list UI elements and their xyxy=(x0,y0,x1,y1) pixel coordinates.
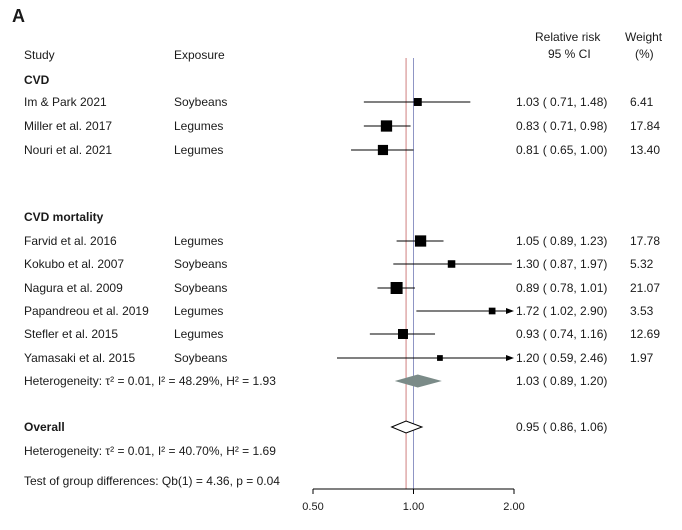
effect-label: 1.72 ( 1.02, 2.90) xyxy=(516,304,608,318)
weight-value: 5.32 xyxy=(630,257,654,271)
exposure: Legumes xyxy=(174,119,224,133)
study-square xyxy=(488,307,496,315)
group-label-cvd-mortality: CVD mortality xyxy=(24,210,104,224)
study-name: Farvid et al. 2016 xyxy=(24,234,117,248)
weight-value: 6.41 xyxy=(630,95,654,109)
study-square xyxy=(437,355,443,361)
study-square xyxy=(377,144,389,156)
study-square xyxy=(380,120,393,132)
exposure: Legumes xyxy=(174,234,224,248)
header-study: Study xyxy=(24,48,55,62)
subgroup-diamond xyxy=(394,374,442,388)
group-label-cvd: CVD xyxy=(24,73,50,87)
study-name: Stefler et al. 2015 xyxy=(24,327,119,341)
panel-label: A xyxy=(12,6,25,26)
study-square xyxy=(414,235,427,247)
study-name: Miller et al. 2017 xyxy=(24,119,113,133)
effect-label: 1.20 ( 0.59, 2.46) xyxy=(516,351,608,365)
ci-arrow xyxy=(506,308,514,314)
heterogeneity-cvd-mortality: Heterogeneity: τ² = 0.01, I² = 48.29%, H… xyxy=(24,374,276,388)
header-weight: Weight xyxy=(625,30,663,44)
study-square xyxy=(397,329,408,339)
exposure: Soybeans xyxy=(174,257,228,271)
study-square xyxy=(390,282,403,294)
study-name: Kokubo et al. 2007 xyxy=(24,257,125,271)
study-name: Nagura et al. 2009 xyxy=(24,281,123,295)
effect-label: 0.93 ( 0.74, 1.16) xyxy=(516,327,608,341)
study-name: Nouri et al. 2021 xyxy=(24,143,113,157)
header-exposure: Exposure xyxy=(174,48,225,62)
x-tick-label: 0.50 xyxy=(302,501,324,513)
group-differences-test: Test of group differences: Qb(1) = 4.36,… xyxy=(24,474,280,488)
x-tick-label: 2.00 xyxy=(503,501,525,513)
study-name: Yamasaki et al. 2015 xyxy=(24,351,136,365)
effect-label: 0.83 ( 0.71, 0.98) xyxy=(516,119,608,133)
effect-label: 1.05 ( 0.89, 1.23) xyxy=(516,234,608,248)
x-tick-label: 1.00 xyxy=(402,501,425,513)
exposure: Legumes xyxy=(174,143,224,157)
ci-arrow xyxy=(506,355,514,361)
header-weight-unit: (%) xyxy=(635,47,654,61)
study-square xyxy=(413,98,422,106)
heterogeneity-overall: Heterogeneity: τ² = 0.01, I² = 40.70%, H… xyxy=(24,444,276,458)
weight-value: 1.97 xyxy=(630,351,654,365)
group-label-overall: Overall xyxy=(24,420,65,434)
overall-diamond xyxy=(390,420,424,434)
header-relative-risk: Relative risk xyxy=(535,30,601,44)
effect-label: 1.30 ( 0.87, 1.97) xyxy=(516,257,608,271)
weight-value: 21.07 xyxy=(630,281,661,295)
weight-value: 17.84 xyxy=(630,119,661,133)
exposure: Legumes xyxy=(174,304,224,318)
weight-value: 3.53 xyxy=(630,304,654,318)
weight-value: 12.69 xyxy=(630,327,661,341)
effect-label: 0.81 ( 0.65, 1.00) xyxy=(516,143,608,157)
header-ci: 95 % CI xyxy=(548,47,591,61)
study-name: Papandreou et al. 2019 xyxy=(24,304,149,318)
effect-label: 0.89 ( 0.78, 1.01) xyxy=(516,281,608,295)
exposure: Soybeans xyxy=(174,95,228,109)
exposure: Soybeans xyxy=(174,351,228,365)
exposure: Legumes xyxy=(174,327,224,341)
weight-value: 13.40 xyxy=(630,143,661,157)
subgroup-summary-label: 1.03 ( 0.89, 1.20) xyxy=(516,374,608,388)
study-name: Im & Park 2021 xyxy=(24,95,107,109)
effect-label: 1.03 ( 0.71, 1.48) xyxy=(516,95,608,109)
exposure: Soybeans xyxy=(174,281,228,295)
overall-summary-label: 0.95 ( 0.86, 1.06) xyxy=(516,420,608,434)
study-square xyxy=(447,260,456,268)
weight-value: 17.78 xyxy=(630,234,661,248)
